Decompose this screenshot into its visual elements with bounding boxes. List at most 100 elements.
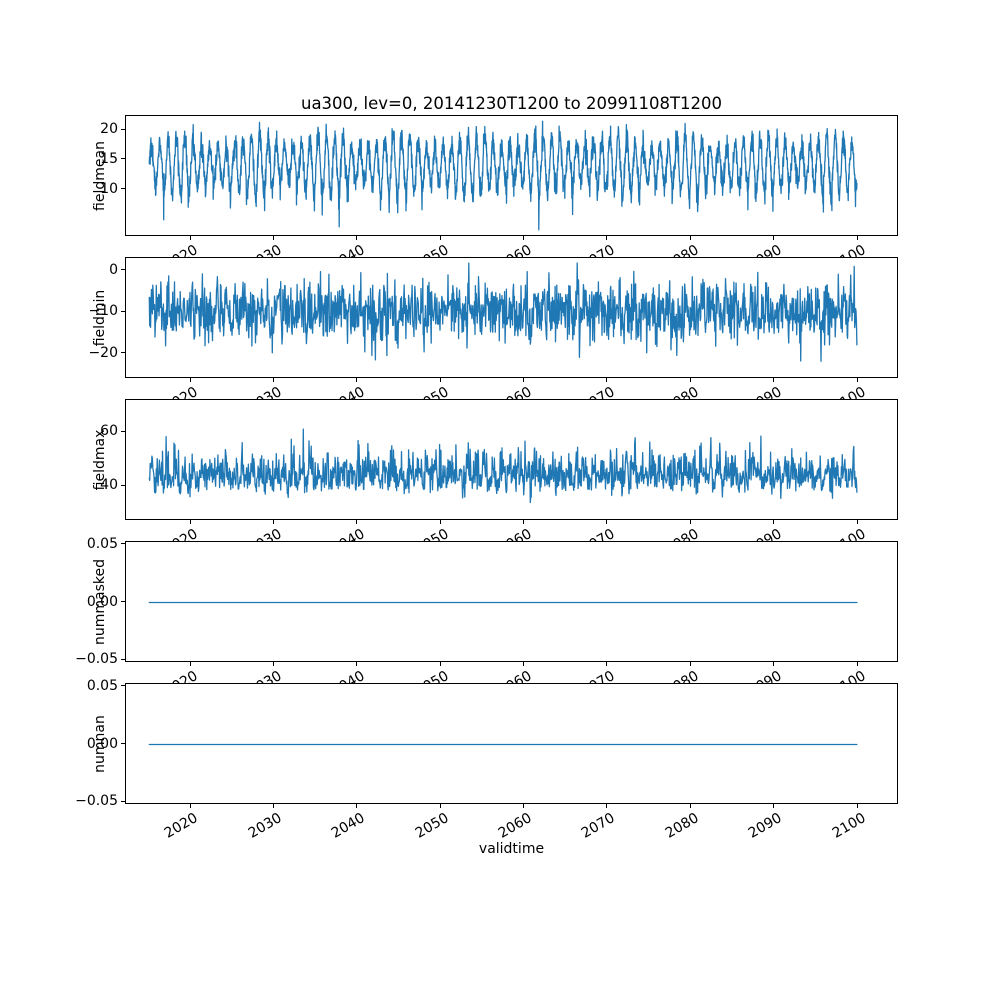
series-line xyxy=(148,120,858,231)
y-tick-mark xyxy=(121,430,125,432)
series-line xyxy=(148,262,858,362)
y-tick-label: 0.00 xyxy=(86,735,118,752)
y-tick-mark xyxy=(121,158,125,160)
x-tick-label: 2070 xyxy=(579,810,618,842)
x-tick-mark xyxy=(439,378,441,382)
subplot-nummasked: nummasked 0.050.00−0.05 2020203020402050… xyxy=(0,536,1000,700)
x-tick-mark xyxy=(189,520,191,524)
y-tick-mark xyxy=(121,128,125,130)
y-tick-label: 20 xyxy=(100,121,118,138)
x-tick-mark xyxy=(439,520,441,524)
plot-area-numnan xyxy=(148,743,858,746)
y-tick-label: 0.05 xyxy=(86,536,118,552)
y-tick-label: −20 xyxy=(88,344,118,361)
x-tick-mark xyxy=(272,378,274,382)
x-tick-mark xyxy=(189,378,191,382)
axes-fieldmin xyxy=(125,257,898,378)
plot-area-fieldmean xyxy=(148,120,858,231)
y-tick-group: 60 40 xyxy=(0,399,118,520)
x-tick-label: 2050 xyxy=(412,810,452,842)
y-tick-label: 60 xyxy=(100,423,118,440)
y-tick-mark xyxy=(121,743,125,744)
plot-area-fieldmax xyxy=(148,428,858,504)
x-tick-mark xyxy=(689,662,691,666)
y-tick-mark xyxy=(121,658,125,660)
y-tick-mark xyxy=(121,601,125,602)
x-tick-mark xyxy=(856,236,858,240)
x-tick-mark xyxy=(606,662,608,666)
x-tick-mark xyxy=(606,378,608,382)
x-tick-mark xyxy=(773,662,775,666)
y-tick-mark xyxy=(121,800,125,802)
series-line xyxy=(148,428,858,504)
x-tick-mark xyxy=(272,662,274,666)
x-tick-mark xyxy=(272,804,274,808)
x-tick-mark xyxy=(523,520,525,524)
x-tick-mark xyxy=(272,236,274,240)
y-tick-label: 0.00 xyxy=(86,593,118,610)
x-tick-mark xyxy=(773,236,775,240)
y-tick-label: 0 xyxy=(109,261,118,278)
y-tick-label: 15 xyxy=(100,150,118,167)
plot-area-nummasked xyxy=(148,601,858,604)
x-axis-label: validtime xyxy=(478,841,545,857)
x-tick-mark xyxy=(189,804,191,808)
y-tick-group: 0.05 0.00 −0.05 xyxy=(0,536,118,667)
y-tick-mark xyxy=(121,543,125,545)
x-tick-mark xyxy=(856,378,858,382)
plot-area-fieldmin xyxy=(148,262,858,362)
x-tick-mark xyxy=(189,236,191,240)
x-tick-mark xyxy=(856,520,858,524)
y-tick-group: 0.05 0.00 −0.05 xyxy=(0,678,118,809)
y-tick-label: 0.05 xyxy=(86,678,118,694)
x-tick-mark xyxy=(356,662,358,666)
x-tick-mark xyxy=(689,378,691,382)
subplot-numnan: numnan 0.05 0.00 −0.05 2020 2030 2040 2050 206… xyxy=(0,678,1000,842)
x-tick-mark xyxy=(689,236,691,240)
x-tick-mark xyxy=(523,378,525,382)
x-tick-mark xyxy=(606,236,608,240)
axes-numnan xyxy=(125,683,898,804)
x-tick-mark xyxy=(523,236,525,240)
y-tick-label: 10 xyxy=(100,180,118,197)
x-tick-mark xyxy=(272,520,274,524)
y-tick-label: −10 xyxy=(88,303,118,320)
x-tick-mark xyxy=(356,236,358,240)
y-tick-label: 40 xyxy=(100,477,118,494)
x-tick-mark xyxy=(773,520,775,524)
x-tick-mark xyxy=(606,804,608,808)
x-tick-mark xyxy=(189,662,191,666)
axes-nummasked xyxy=(125,541,898,662)
x-tick-mark xyxy=(606,520,608,524)
y-tick-mark xyxy=(121,310,125,312)
y-tick-mark xyxy=(121,484,125,486)
x-tick-mark xyxy=(773,804,775,808)
x-tick-mark xyxy=(689,804,691,808)
x-tick-mark xyxy=(523,662,525,666)
x-tick-mark xyxy=(356,804,358,808)
y-tick-mark xyxy=(121,685,125,687)
y-tick-mark xyxy=(121,352,125,354)
axes-fieldmean xyxy=(125,115,898,236)
x-tick-label: 2040 xyxy=(328,810,368,842)
x-tick-mark xyxy=(773,378,775,382)
x-tick-mark xyxy=(856,662,858,666)
y-tick-mark xyxy=(121,269,125,271)
y-tick-group: 20 15 10 xyxy=(0,115,118,236)
y-tick-group: 0 −10 −20 xyxy=(0,257,118,378)
subplot-fieldmin: fieldmin 0−10−20 20202030204020502060207… xyxy=(0,257,1000,416)
x-tick-label: 2030 xyxy=(245,810,285,842)
x-tick-mark xyxy=(439,662,441,666)
x-tick-mark xyxy=(439,236,441,240)
x-tick-mark xyxy=(356,520,358,524)
x-tick-label: 2060 xyxy=(495,810,535,842)
x-tick-mark xyxy=(523,804,525,808)
x-tick-label: 2100 xyxy=(829,810,869,842)
y-tick-label: −0.05 xyxy=(75,793,118,809)
x-tick-label: 2020 xyxy=(162,810,202,842)
x-tick-mark xyxy=(356,378,358,382)
x-tick-mark xyxy=(689,520,691,524)
x-tick-mark xyxy=(439,804,441,808)
